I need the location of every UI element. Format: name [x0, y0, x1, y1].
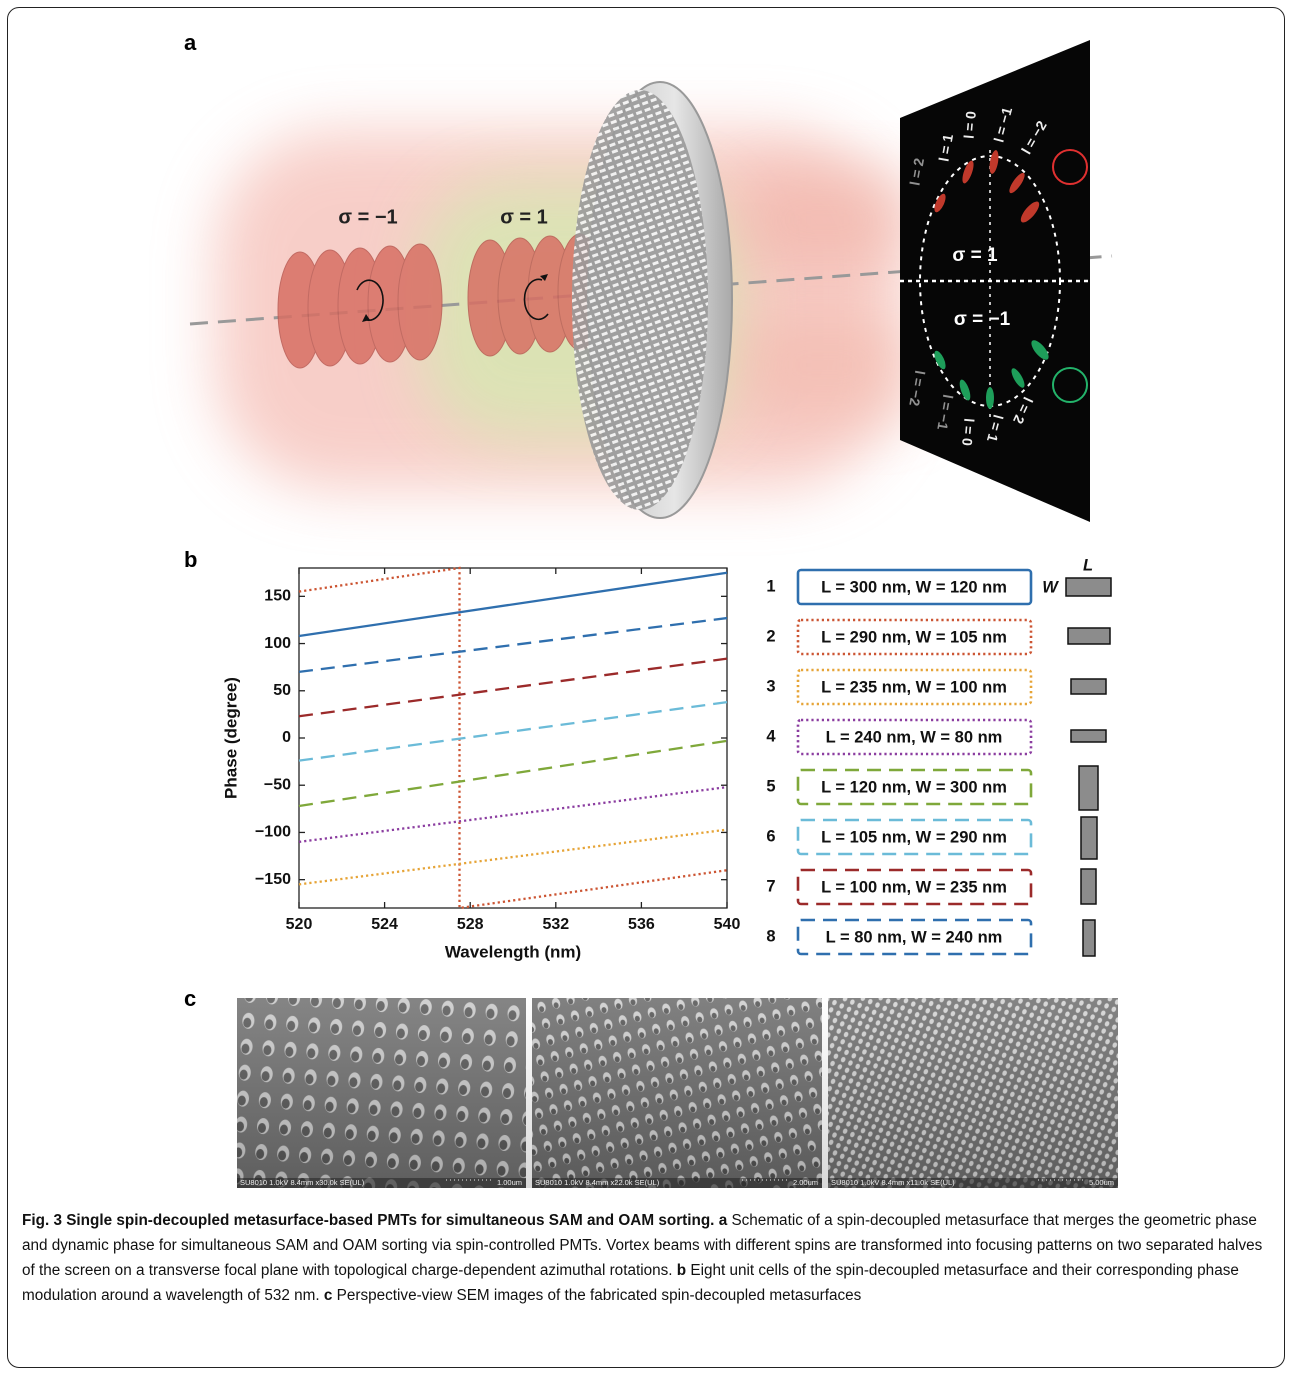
legend-label: L = 235 nm, W = 100 nm [821, 678, 1007, 696]
plot-frame [298, 567, 728, 909]
sem-scale: 2.00um [793, 1178, 818, 1187]
legend-index: 5 [766, 777, 775, 795]
screen-label: σ = 1 [952, 245, 998, 266]
panel-label: c [184, 986, 196, 1011]
length-symbol: L [1083, 556, 1093, 574]
legend-label: L = 240 nm, W = 80 nm [826, 728, 1003, 746]
legend-index: 1 [766, 577, 775, 595]
sem-images [237, 998, 1118, 1188]
caption-text: c [323, 1287, 333, 1304]
caption-text: Perspective-view SEM images of the fabri… [336, 1287, 862, 1304]
legend-box [796, 718, 1033, 756]
sem-scale: 5.00um [1089, 1178, 1114, 1187]
y-tick-label: 0 [282, 729, 291, 746]
legend-index: 2 [766, 627, 775, 645]
charge-label: l = 2 [906, 157, 927, 187]
caption-text: Schematic of a spin-decoupled metasurfac… [22, 1212, 1263, 1279]
legend-label: L = 100 nm, W = 235 nm [821, 878, 1007, 896]
series-line [298, 785, 728, 844]
charge-label: l = 0 [959, 418, 977, 447]
panel-label: b [184, 547, 197, 572]
y-tick-label: −150 [255, 871, 291, 888]
charge-label: l = −2 [906, 369, 928, 407]
legend-label: L = 105 nm, W = 290 nm [821, 828, 1007, 846]
sem-info: SU8010 1.0kV 8.4mm x11.0k SE(UL) [831, 1178, 955, 1187]
charge-label: l = 1 [935, 133, 956, 163]
series-line [298, 566, 728, 910]
legend-box [796, 768, 1033, 806]
panel-label: a [184, 30, 197, 55]
legend-label: L = 290 nm, W = 105 nm [821, 628, 1007, 646]
sem-scale: 1.00um [497, 1178, 522, 1187]
legend-box [796, 868, 1033, 906]
sem-info-bar [828, 1178, 1118, 1188]
legend-index: 3 [766, 677, 775, 695]
caption-text: a [718, 1212, 728, 1229]
x-tick-label: 524 [371, 916, 398, 933]
figure-frame [7, 7, 1285, 1368]
series-line [298, 739, 728, 808]
legend-box [796, 818, 1033, 856]
series-line [298, 657, 728, 718]
unit-cell-icons [1065, 577, 1112, 957]
x-axis-label: Wavelength (nm) [445, 942, 581, 961]
legend-index: 8 [766, 927, 775, 945]
series-line [298, 700, 728, 762]
legend-index: 6 [766, 827, 775, 845]
figure: a b c [184, 30, 1118, 1188]
legend-label: L = 80 nm, W = 240 nm [826, 928, 1003, 946]
schematic: σ = −1 σ = 1 σ = 1 σ = −1 l = 2 l = 1 l … [189, 40, 1113, 522]
caption-text: Eight unit cells of the spin-decoupled m… [22, 1262, 1239, 1304]
legend-label: L = 120 nm, W = 300 nm [821, 778, 1007, 796]
x-tick-label: 528 [457, 916, 484, 933]
y-tick-label: −50 [264, 776, 291, 793]
beam-label: σ = −1 [338, 206, 397, 228]
caption-text: b [676, 1262, 687, 1279]
series-line [298, 828, 728, 886]
legend-box [796, 918, 1033, 956]
legend-box [796, 668, 1033, 706]
y-tick-label: −100 [255, 824, 291, 841]
charge-label: l = 1 [984, 413, 1007, 444]
charge-label: l = −1 [934, 393, 956, 431]
sem-info: SU8010 1.0kV 8.4mm x30.0k SE(UL) [240, 1178, 365, 1187]
charge-label: l = 0 [961, 110, 979, 139]
legend-index: 7 [766, 877, 775, 895]
caption-text: Fig. 3 Single spin-decoupled metasurface… [22, 1212, 715, 1229]
legend-box [796, 568, 1033, 606]
legend-index: 4 [766, 727, 776, 745]
series-line [298, 571, 728, 638]
sem-info-bar [532, 1178, 822, 1188]
y-tick-label: 150 [264, 588, 291, 605]
width-symbol: W [1042, 578, 1059, 596]
y-tick-label: 100 [264, 635, 291, 652]
sem-info-bar [237, 1178, 526, 1188]
y-tick-label: 50 [273, 682, 291, 699]
x-tick-label: 520 [286, 916, 313, 933]
x-tick-label: 532 [542, 916, 569, 933]
series-line [298, 616, 728, 674]
figure-caption: Fig. 3 Single spin-decoupled metasurface… [22, 1208, 1274, 1308]
sem-info: SU8010 1.0kV 8.4mm x22.0k SE(UL) [535, 1178, 660, 1187]
legend-label: L = 300 nm, W = 120 nm [821, 578, 1007, 596]
legend-box [796, 618, 1033, 656]
screen-label: σ = −1 [954, 309, 1011, 330]
beam-label: σ = 1 [500, 206, 548, 228]
x-tick-label: 540 [714, 916, 741, 933]
x-tick-label: 536 [628, 916, 655, 933]
y-axis-label: Phase (degree) [221, 677, 240, 799]
